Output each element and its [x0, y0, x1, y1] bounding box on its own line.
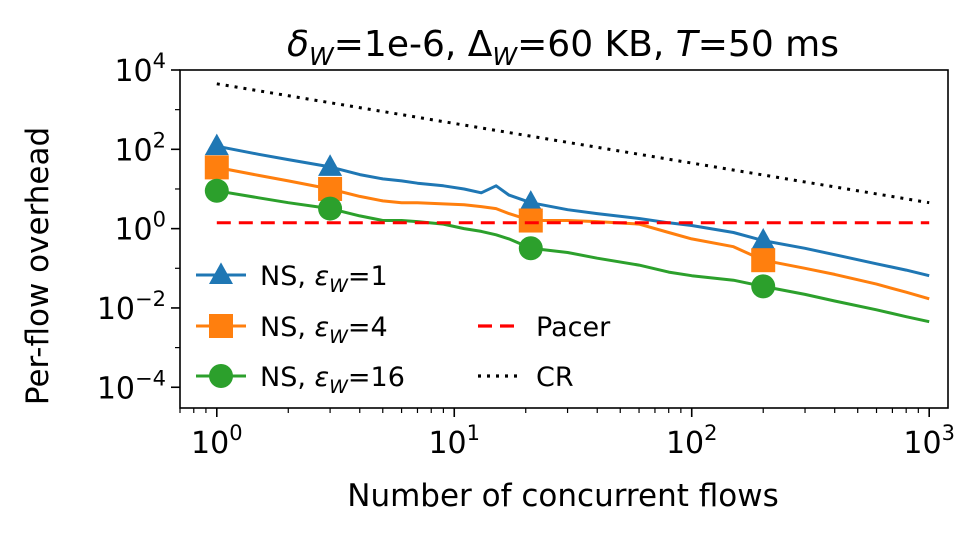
x-tick-label-0: 100	[191, 421, 243, 461]
y-tick-label-2: 100	[114, 208, 166, 248]
x-tick-label-3: 103	[903, 421, 955, 461]
x-tick-label-1: 101	[428, 421, 480, 461]
legend-marker-ns4	[209, 314, 233, 338]
y-tick-label-0: 10−4	[97, 366, 166, 406]
plot-area	[204, 82, 930, 324]
legend-label-pacer: Pacer	[536, 312, 611, 343]
series-marker-ns16-1	[318, 196, 343, 221]
legend-label-ns16: NS, εW=16	[260, 362, 405, 398]
series-marker-ns16-3	[751, 274, 776, 299]
series-marker-ns4-0	[204, 155, 229, 180]
y-axis-label: Per-flow overhead	[20, 127, 56, 405]
series-marker-ns4-3	[751, 248, 776, 273]
legend-label-ns4: NS, εW=4	[260, 312, 388, 348]
x-tick-label-2: 102	[666, 421, 718, 461]
series-marker-ns4-2	[518, 208, 543, 233]
chart-title: δW=1e-6, ΔW=60 KB, T=50 ms	[287, 24, 839, 71]
series-marker-ns16-2	[518, 236, 543, 261]
series-marker-ns16-0	[204, 178, 229, 203]
y-tick-label-4: 104	[114, 49, 166, 89]
series-marker-ns1-2	[518, 190, 543, 212]
legend-label-cr: CR	[536, 362, 574, 393]
series-line-ns1	[216, 144, 930, 278]
series-marker-ns1-3	[751, 227, 776, 250]
y-tick-label-3: 102	[114, 128, 166, 168]
series-line-cr	[216, 82, 930, 205]
series-marker-ns1-0	[204, 133, 229, 156]
legend-label-ns1: NS, εW=1	[260, 261, 388, 297]
plot-frame	[179, 69, 949, 409]
legend-marker-ns16	[209, 364, 233, 388]
series-marker-ns1-1	[318, 154, 343, 176]
legend: NS, εW=1 NS, εW=4 NS, εW=16 Pacer CR	[196, 261, 611, 398]
legend-marker-ns1	[209, 262, 233, 284]
x-axis-label: Number of concurrent flows	[347, 478, 778, 514]
axis-ticks: 100 101 102 103 10−4 10−2 100 102 104	[97, 49, 955, 461]
y-tick-label-1: 10−2	[97, 287, 166, 327]
